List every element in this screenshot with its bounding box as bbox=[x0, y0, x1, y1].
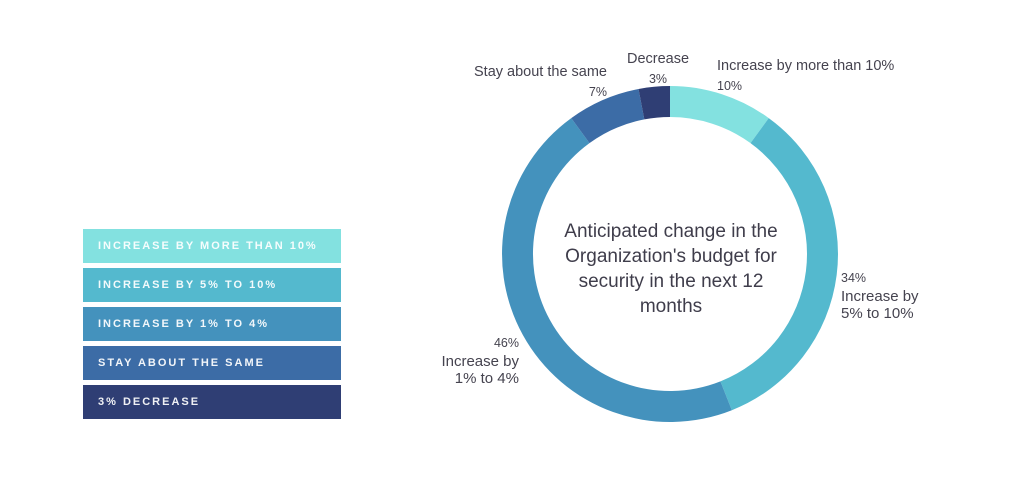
callout-label: Increase by more than 10% bbox=[717, 58, 895, 74]
donut-segment-increase-by-1-to-4- bbox=[502, 118, 732, 422]
legend-item-3-decrease: 3% DECREASE bbox=[83, 385, 341, 419]
legend-item-increase-5-to-10: INCREASE BY 5% TO 10% bbox=[83, 268, 341, 302]
legend-item-label: INCREASE BY 5% TO 10% bbox=[98, 279, 278, 291]
legend-item-label: STAY ABOUT THE SAME bbox=[98, 357, 265, 369]
chart-legend: INCREASE BY MORE THAN 10% INCREASE BY 5%… bbox=[83, 229, 341, 424]
callout-increase-1-to-4: 46% Increase by 1% to 4% bbox=[441, 335, 519, 387]
donut-segment-increase-by-5-to-10- bbox=[720, 118, 838, 411]
callout-label: Stay about the same bbox=[474, 64, 607, 80]
callout-increase-5-to-10: 34% Increase by 5% to 10% bbox=[841, 270, 919, 322]
callout-percentage: 34% bbox=[841, 271, 867, 285]
donut-segment-decrease bbox=[638, 86, 670, 120]
legend-item-label: 3% DECREASE bbox=[98, 396, 201, 408]
donut-chart bbox=[502, 86, 838, 422]
callout-percentage: 7% bbox=[588, 85, 607, 99]
callout-percentage: 46% bbox=[493, 336, 519, 350]
callout-label: Decrease bbox=[626, 51, 690, 67]
chart-title: Anticipated change in the Organization's… bbox=[533, 219, 809, 319]
legend-item-increase-1-to-4: INCREASE BY 1% TO 4% bbox=[83, 307, 341, 341]
callout-percentage: 10% bbox=[717, 79, 743, 93]
legend-item-stay-about-the-same: STAY ABOUT THE SAME bbox=[83, 346, 341, 380]
callout-stay-about-the-same: Stay about the same 7% bbox=[474, 63, 607, 101]
legend-item-increase-more-than-10: INCREASE BY MORE THAN 10% bbox=[83, 229, 341, 263]
callout-label: 1% to 4% bbox=[454, 369, 519, 387]
callout-label: 5% to 10% bbox=[841, 304, 914, 322]
chart-title-line: Anticipated change in the bbox=[564, 221, 778, 242]
chart-title-line: Organization's budget for bbox=[565, 246, 777, 267]
donut-segment-increase-by-more-than-10- bbox=[670, 86, 769, 144]
donut-segment-stay-about-the-same bbox=[571, 88, 645, 144]
chart-title-line: security in the next 12 bbox=[578, 271, 764, 292]
callout-percentage: 3% bbox=[648, 72, 668, 86]
legend-item-label: INCREASE BY 1% TO 4% bbox=[98, 318, 270, 330]
callout-increase-more-than-10: Increase by more than 10% 10% bbox=[717, 57, 894, 95]
callout-label: Increase by bbox=[841, 288, 919, 305]
legend-item-label: INCREASE BY MORE THAN 10% bbox=[98, 240, 318, 252]
callout-decrease: Decrease 3% bbox=[623, 50, 693, 88]
chart-title-line: months bbox=[639, 296, 703, 317]
callout-label: Increase by bbox=[441, 353, 519, 370]
